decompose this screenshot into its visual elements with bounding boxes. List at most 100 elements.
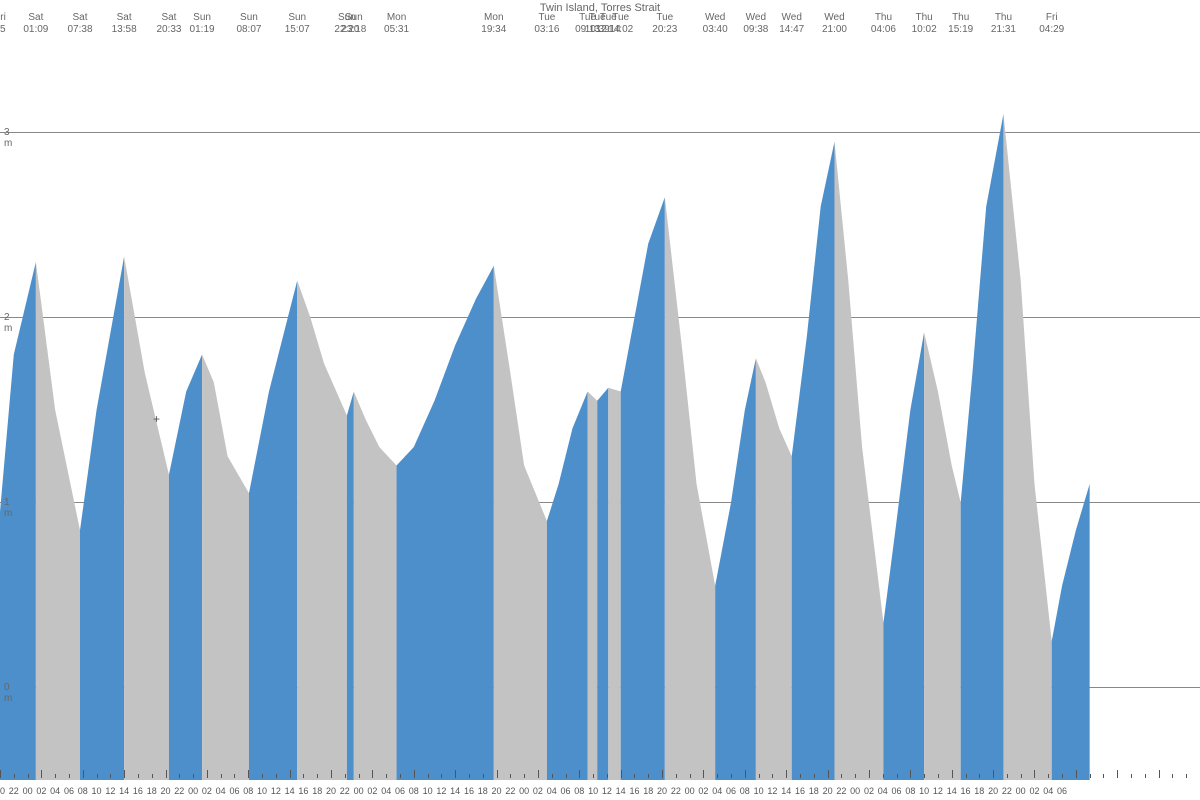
x-tick-label: 06 bbox=[1057, 786, 1067, 796]
x-tick-label: 10 bbox=[754, 786, 764, 796]
x-tick bbox=[83, 770, 84, 778]
extreme-label: Tue03:16 bbox=[534, 12, 559, 36]
x-tick bbox=[841, 774, 842, 778]
x-tick-label: 04 bbox=[381, 786, 391, 796]
x-tick bbox=[483, 774, 484, 778]
x-tick bbox=[634, 774, 635, 778]
x-tick bbox=[317, 774, 318, 778]
x-tick-label: 08 bbox=[409, 786, 419, 796]
x-tick-label: 00 bbox=[354, 786, 364, 796]
x-tick-label: 04 bbox=[216, 786, 226, 796]
x-tick-label: 20 bbox=[823, 786, 833, 796]
x-tick-label: 04 bbox=[712, 786, 722, 796]
extreme-label: Thu15:19 bbox=[948, 12, 973, 36]
x-tick bbox=[662, 770, 663, 778]
x-tick-label: 02 bbox=[36, 786, 46, 796]
x-tick-label: 10 bbox=[423, 786, 433, 796]
x-tick-label: 20 bbox=[492, 786, 502, 796]
x-tick-label: 06 bbox=[726, 786, 736, 796]
x-tick bbox=[731, 774, 732, 778]
tide-segment bbox=[397, 266, 494, 780]
x-tick bbox=[497, 770, 498, 778]
extreme-label: Mon05:31 bbox=[384, 12, 409, 36]
x-tick-label: 00 bbox=[23, 786, 33, 796]
x-tick bbox=[138, 774, 139, 778]
x-tick bbox=[303, 774, 304, 778]
tide-segment bbox=[834, 142, 883, 780]
extreme-label: Sat13:58 bbox=[112, 12, 137, 36]
extreme-label: Fri25 bbox=[0, 12, 6, 36]
x-tick-label: 18 bbox=[478, 786, 488, 796]
tide-chart: Twin Island, Torres Strait Fri25Sat01:09… bbox=[0, 0, 1200, 800]
x-tick bbox=[924, 774, 925, 778]
tide-segment bbox=[597, 388, 608, 780]
x-tick bbox=[207, 770, 208, 778]
y-tick-label: 2 m bbox=[4, 312, 12, 334]
x-tick-label: 10 bbox=[92, 786, 102, 796]
x-tick bbox=[814, 774, 815, 778]
extreme-label: Mon19:34 bbox=[481, 12, 506, 36]
x-tick-label: 10 bbox=[919, 786, 929, 796]
tide-segment bbox=[297, 281, 347, 781]
x-tick-label: 06 bbox=[64, 786, 74, 796]
x-tick bbox=[166, 770, 167, 778]
x-tick-label: 12 bbox=[602, 786, 612, 796]
x-tick bbox=[524, 774, 525, 778]
extreme-label: Sat20:33 bbox=[156, 12, 181, 36]
x-tick-label: 06 bbox=[561, 786, 571, 796]
x-tick-label: 22 bbox=[340, 786, 350, 796]
x-tick-label: 00 bbox=[685, 786, 695, 796]
tide-segment bbox=[588, 392, 598, 781]
x-tick bbox=[897, 774, 898, 778]
x-tick bbox=[193, 774, 194, 778]
x-tick-label: 02 bbox=[864, 786, 874, 796]
extreme-label: Thu04:06 bbox=[871, 12, 896, 36]
x-tick bbox=[993, 770, 994, 778]
x-tick bbox=[1076, 770, 1077, 778]
x-tick-label: 14 bbox=[285, 786, 295, 796]
x-tick bbox=[1048, 774, 1049, 778]
x-tick bbox=[510, 774, 511, 778]
x-axis-labels: 2022000204060810121416182022000204060810… bbox=[0, 778, 1200, 796]
x-tick bbox=[234, 774, 235, 778]
extreme-label: Tue14:02 bbox=[608, 12, 633, 36]
x-tick bbox=[428, 774, 429, 778]
extreme-label: Sun08:07 bbox=[236, 12, 261, 36]
x-tick-label: 08 bbox=[905, 786, 915, 796]
x-tick-label: 22 bbox=[174, 786, 184, 796]
tide-segment bbox=[494, 266, 547, 780]
x-tick bbox=[469, 774, 470, 778]
x-tick-label: 14 bbox=[450, 786, 460, 796]
x-tick bbox=[759, 774, 760, 778]
tide-segment bbox=[547, 392, 588, 781]
x-tick bbox=[290, 770, 291, 778]
extreme-label: Sat01:09 bbox=[23, 12, 48, 36]
y-tick-label: 3 m bbox=[4, 127, 12, 149]
x-tick-label: 22 bbox=[836, 786, 846, 796]
extreme-label: Sat07:38 bbox=[67, 12, 92, 36]
x-tick bbox=[1172, 774, 1173, 778]
x-tick bbox=[593, 774, 594, 778]
tide-segment bbox=[715, 358, 756, 780]
x-tick bbox=[359, 774, 360, 778]
x-tick bbox=[1062, 774, 1063, 778]
extreme-label: Tue20:23 bbox=[652, 12, 677, 36]
extreme-label: Wed21:00 bbox=[822, 12, 847, 36]
chart-plot bbox=[0, 0, 1200, 800]
x-tick-label: 12 bbox=[105, 786, 115, 796]
x-tick bbox=[703, 770, 704, 778]
x-tick bbox=[1034, 770, 1035, 778]
x-tick bbox=[648, 774, 649, 778]
x-tick-label: 22 bbox=[505, 786, 515, 796]
extreme-label: Wed03:40 bbox=[703, 12, 728, 36]
x-tick-label: 04 bbox=[547, 786, 557, 796]
x-tick-label: 06 bbox=[395, 786, 405, 796]
top-axis-labels: Fri25 Sat01:09 Sat07:38 Sat13:58 Sat20:33 Sun… bbox=[0, 12, 1200, 40]
x-tick bbox=[345, 774, 346, 778]
x-tick-label: 20 bbox=[161, 786, 171, 796]
extreme-label: Fri04:29 bbox=[1039, 12, 1064, 36]
x-tick bbox=[855, 774, 856, 778]
x-tick bbox=[124, 770, 125, 778]
x-tick bbox=[1159, 770, 1160, 778]
tide-segment bbox=[792, 142, 835, 780]
